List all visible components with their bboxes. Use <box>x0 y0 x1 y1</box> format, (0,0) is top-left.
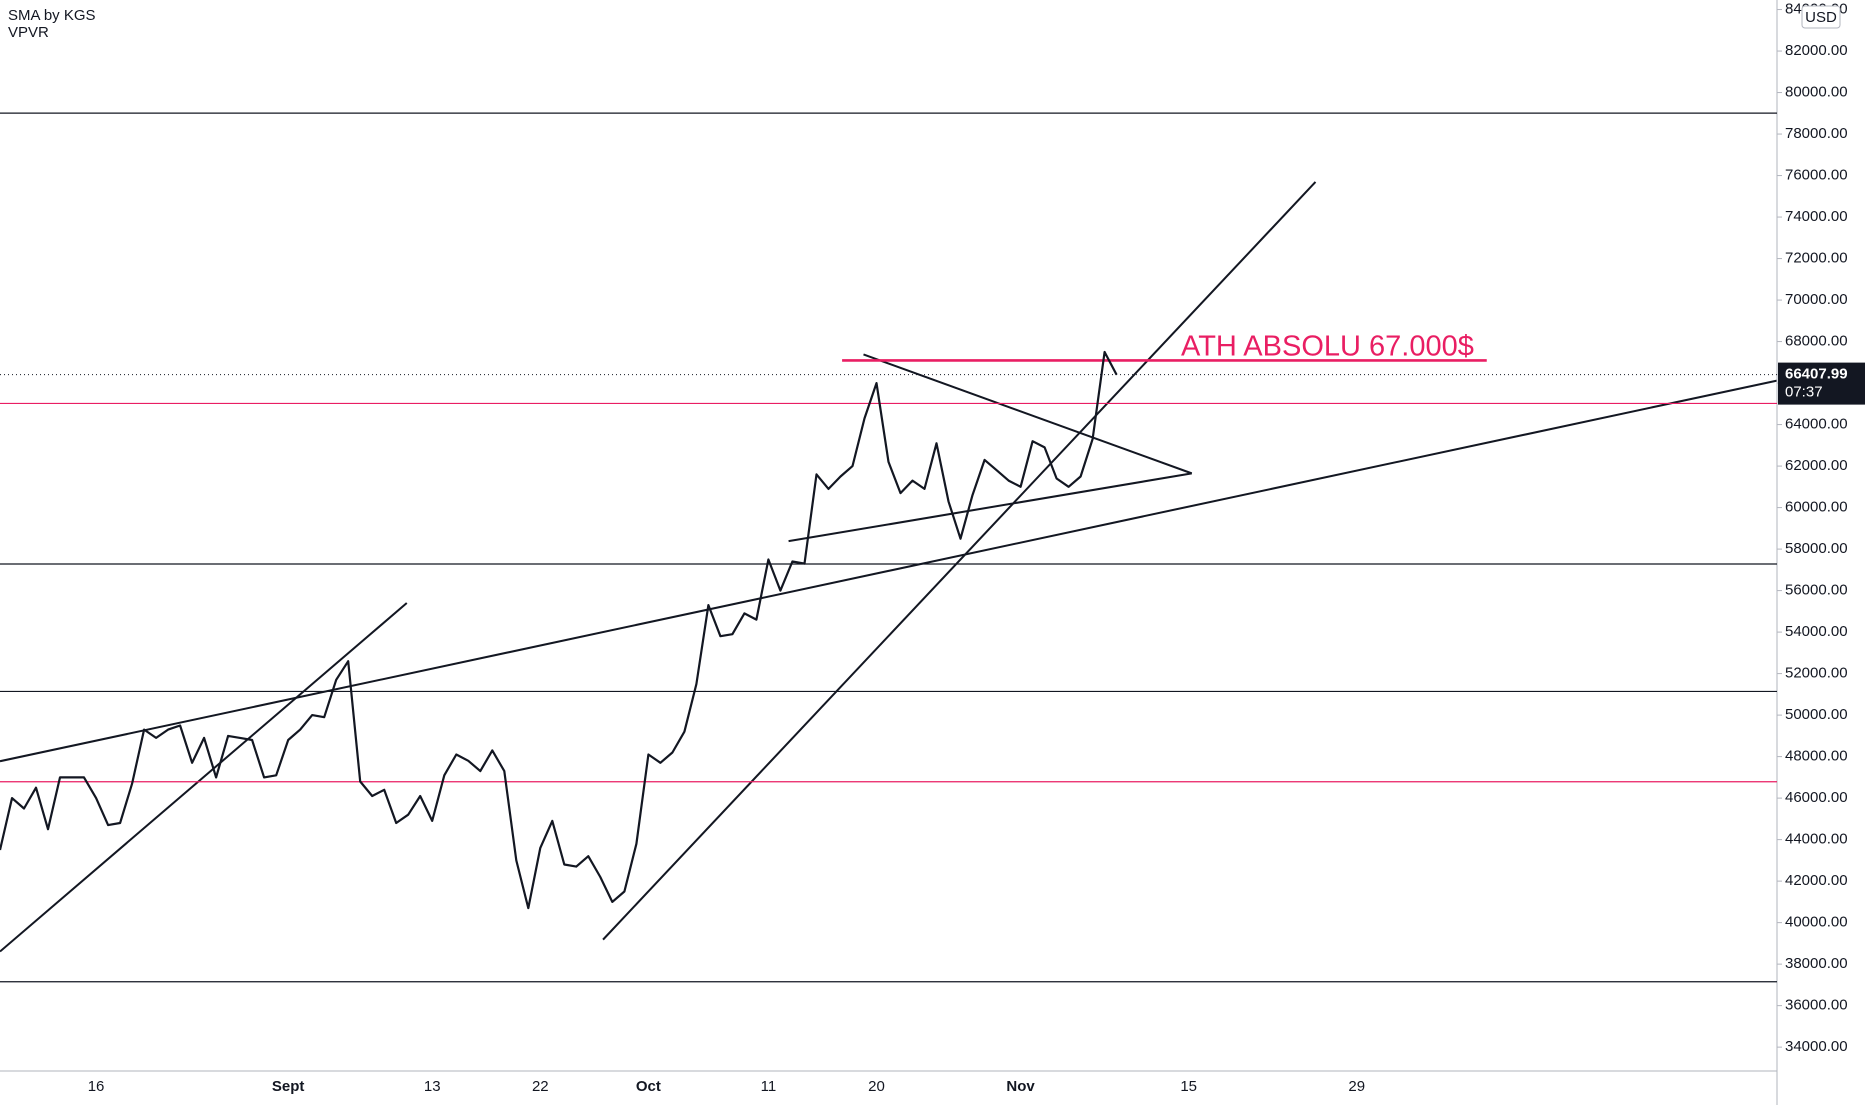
y-tick-label: 68000.00 <box>1785 333 1848 350</box>
y-tick-label: 50000.00 <box>1785 706 1848 723</box>
y-tick-label: 38000.00 <box>1785 955 1848 972</box>
y-tick-label: 62000.00 <box>1785 457 1848 474</box>
y-tick-label: 46000.00 <box>1785 789 1848 806</box>
x-tick-label: 20 <box>868 1078 885 1095</box>
y-tick-label: 74000.00 <box>1785 208 1848 225</box>
y-tick-label: 42000.00 <box>1785 872 1848 889</box>
indicator-label: VPVR <box>8 24 49 41</box>
trend-line <box>602 181 1317 941</box>
timer-label: 07:37 <box>1785 384 1823 401</box>
currency-box <box>1801 5 1841 29</box>
price-line <box>0 350 1118 910</box>
y-tick-label: 60000.00 <box>1785 499 1848 516</box>
y-tick-label: 76000.00 <box>1785 167 1848 184</box>
x-tick-label: Oct <box>636 1078 661 1095</box>
x-tick-label: 16 <box>88 1078 105 1095</box>
y-tick-label: 78000.00 <box>1785 125 1848 142</box>
y-tick-label: 36000.00 <box>1785 997 1848 1014</box>
drawings <box>0 181 1778 953</box>
y-tick-label: 54000.00 <box>1785 623 1848 640</box>
currency-label: USD <box>1805 9 1837 26</box>
y-tick-label: 58000.00 <box>1785 540 1848 557</box>
annotation: ATH ABSOLU 67.000$ <box>1181 331 1474 363</box>
price-label-box <box>1778 362 1865 405</box>
y-tick-label: 52000.00 <box>1785 665 1848 682</box>
y-tick-label: 70000.00 <box>1785 291 1848 308</box>
x-tick-label: 29 <box>1348 1078 1365 1095</box>
x-tick-label: Sept <box>272 1078 305 1095</box>
y-tick-label: 34000.00 <box>1785 1038 1848 1055</box>
trend-line <box>863 353 1193 475</box>
x-tick-label: 11 <box>761 1078 777 1095</box>
trend-line <box>0 602 408 953</box>
y-tick-label: 48000.00 <box>1785 748 1848 765</box>
x-tick-label: 15 <box>1180 1078 1197 1095</box>
indicator-label: SMA by KGS <box>8 7 96 24</box>
y-tick-label: 72000.00 <box>1785 250 1848 267</box>
x-tick-label: 22 <box>532 1078 549 1095</box>
price-label: 66407.99 <box>1785 366 1848 383</box>
y-tick-label: 80000.00 <box>1785 84 1848 101</box>
y-tick-label: 64000.00 <box>1785 416 1848 433</box>
y-tick-label: 40000.00 <box>1785 914 1848 931</box>
y-tick-label: 56000.00 <box>1785 582 1848 599</box>
y-tick-label: 44000.00 <box>1785 831 1848 848</box>
y-tick-label: 82000.00 <box>1785 42 1848 59</box>
trend-line <box>788 472 1192 543</box>
x-tick-label: Nov <box>1006 1078 1035 1095</box>
x-tick-label: 13 <box>424 1078 441 1095</box>
